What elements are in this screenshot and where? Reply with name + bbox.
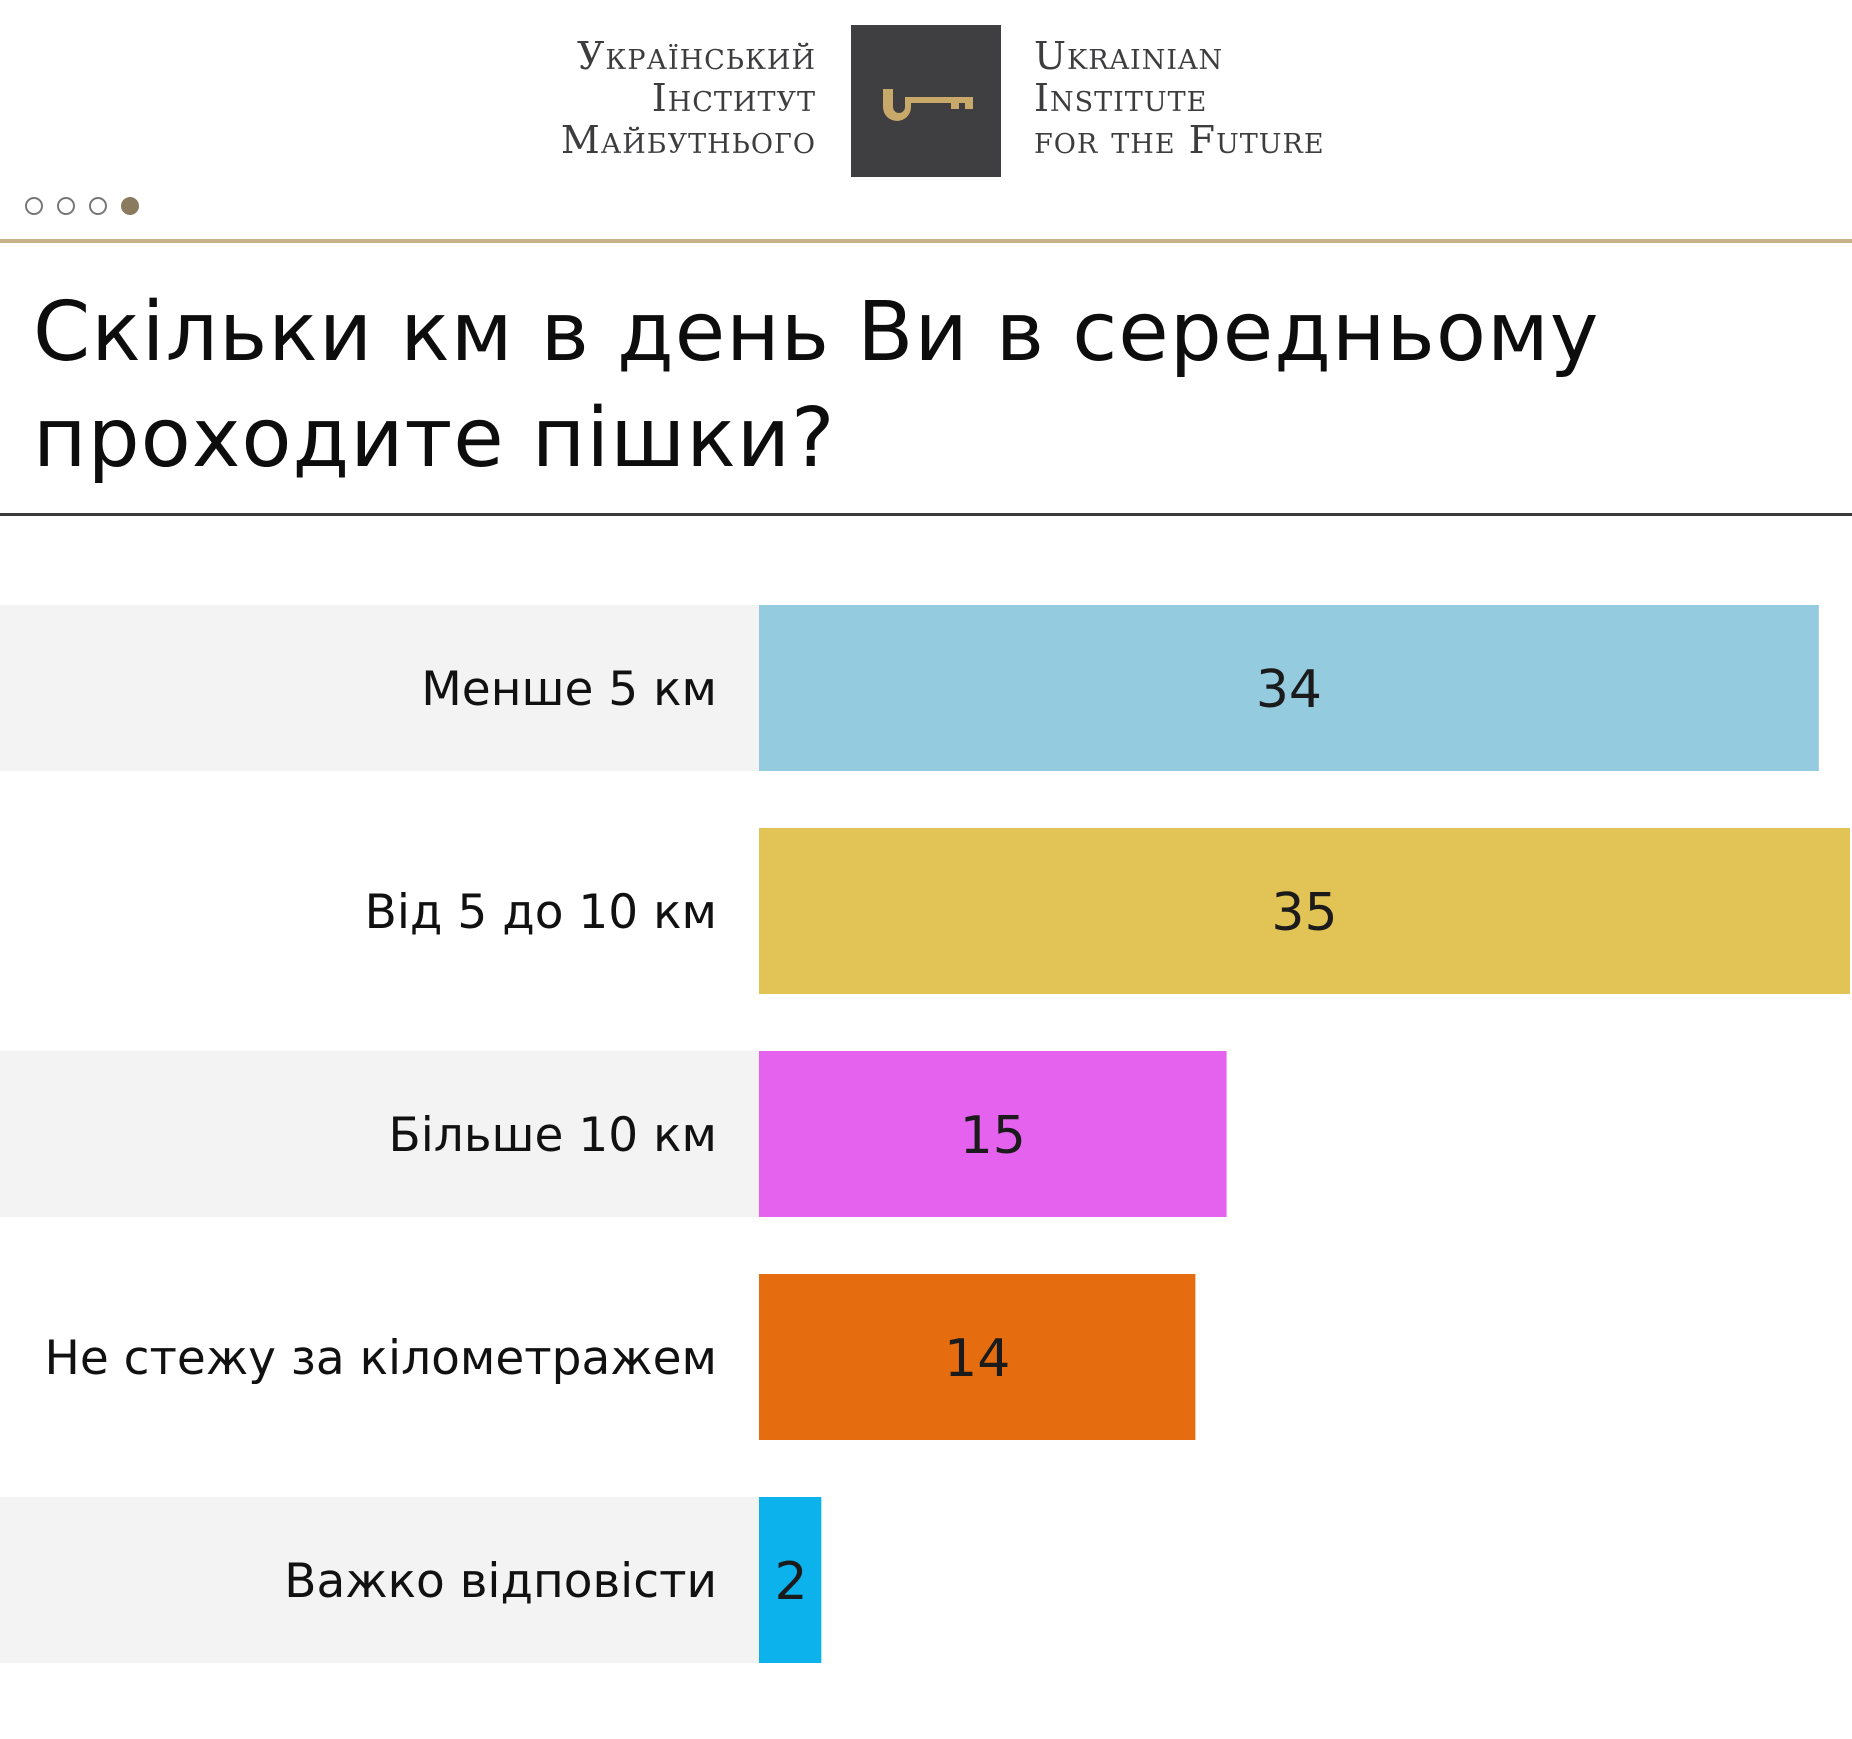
value-label: 14 (944, 1329, 1010, 1389)
category-label: Від 5 до 10 км (365, 885, 717, 940)
pager-dot[interactable] (25, 197, 43, 215)
logo-ua-line: Український (576, 34, 816, 78)
pager-dot[interactable] (89, 197, 107, 215)
pager-dot[interactable] (57, 197, 75, 215)
bar (759, 1274, 1196, 1440)
title-divider (0, 513, 1852, 516)
gold-divider (0, 239, 1852, 243)
logo-en-line: Ukrainian (1034, 34, 1224, 78)
value-label: 35 (1271, 883, 1337, 943)
logo: Український Інститут Майбутнього Ukraini… (0, 25, 1852, 177)
logo-mark (851, 25, 1001, 177)
value-label: 15 (960, 1106, 1026, 1166)
value-label: 2 (774, 1552, 807, 1612)
category-label: Менше 5 км (421, 662, 717, 717)
row-band (0, 1497, 759, 1663)
logo-ua-line: Майбутнього (560, 118, 816, 162)
logo-text-ua: Український Інститут Майбутнього (561, 35, 816, 161)
logo-ua-line: Інститут (651, 76, 816, 120)
row-band (0, 1051, 759, 1217)
logo-text-en: Ukrainian Institute for the Future (1034, 35, 1325, 161)
category-label: Більше 10 км (389, 1108, 718, 1163)
bar (759, 605, 1819, 771)
chart-title: Скільки км в день Ви в середньому проход… (33, 285, 1600, 486)
key-icon (883, 89, 973, 121)
bar (759, 1051, 1227, 1217)
pager-dot-active[interactable] (121, 197, 139, 215)
category-label: Не стежу за кілометражем (44, 1331, 717, 1386)
bar (759, 1497, 822, 1663)
logo-en-line: Institute (1034, 76, 1208, 120)
category-label: Важко відповісти (284, 1554, 717, 1609)
value-label: 34 (1256, 660, 1322, 720)
logo-en-line: for the Future (1034, 118, 1325, 162)
bar (759, 828, 1850, 994)
row-band (0, 605, 759, 771)
